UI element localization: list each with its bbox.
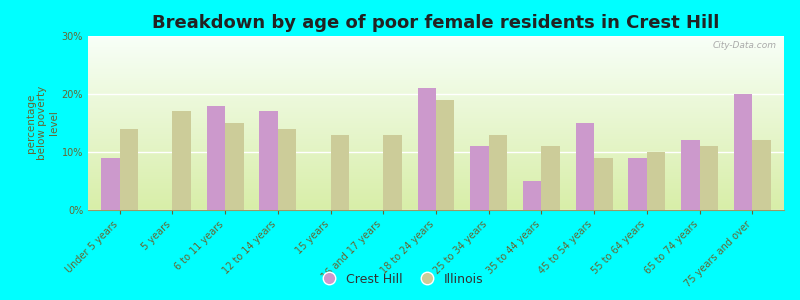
Bar (542, 146, 560, 210)
Bar (418, 88, 436, 210)
Bar (752, 140, 771, 210)
Y-axis label: percentage
below poverty
level: percentage below poverty level (26, 86, 59, 160)
Bar (120, 129, 138, 210)
Text: City-Data.com: City-Data.com (713, 41, 777, 50)
Bar (523, 181, 542, 210)
Bar (594, 158, 613, 210)
Bar (101, 158, 120, 210)
Bar (470, 146, 489, 210)
Title: Breakdown by age of poor female residents in Crest Hill: Breakdown by age of poor female resident… (152, 14, 720, 32)
Bar (172, 111, 191, 210)
Bar (330, 135, 349, 210)
Bar (681, 140, 700, 210)
Bar (576, 123, 594, 210)
Bar (647, 152, 666, 210)
Bar (278, 129, 296, 210)
Bar (489, 135, 507, 210)
Bar (700, 146, 718, 210)
Legend: Crest Hill, Illinois: Crest Hill, Illinois (312, 268, 488, 291)
Bar (259, 111, 278, 210)
Bar (383, 135, 402, 210)
Bar (206, 106, 225, 210)
Bar (225, 123, 243, 210)
Bar (629, 158, 647, 210)
Bar (734, 94, 752, 210)
Bar (436, 100, 454, 210)
